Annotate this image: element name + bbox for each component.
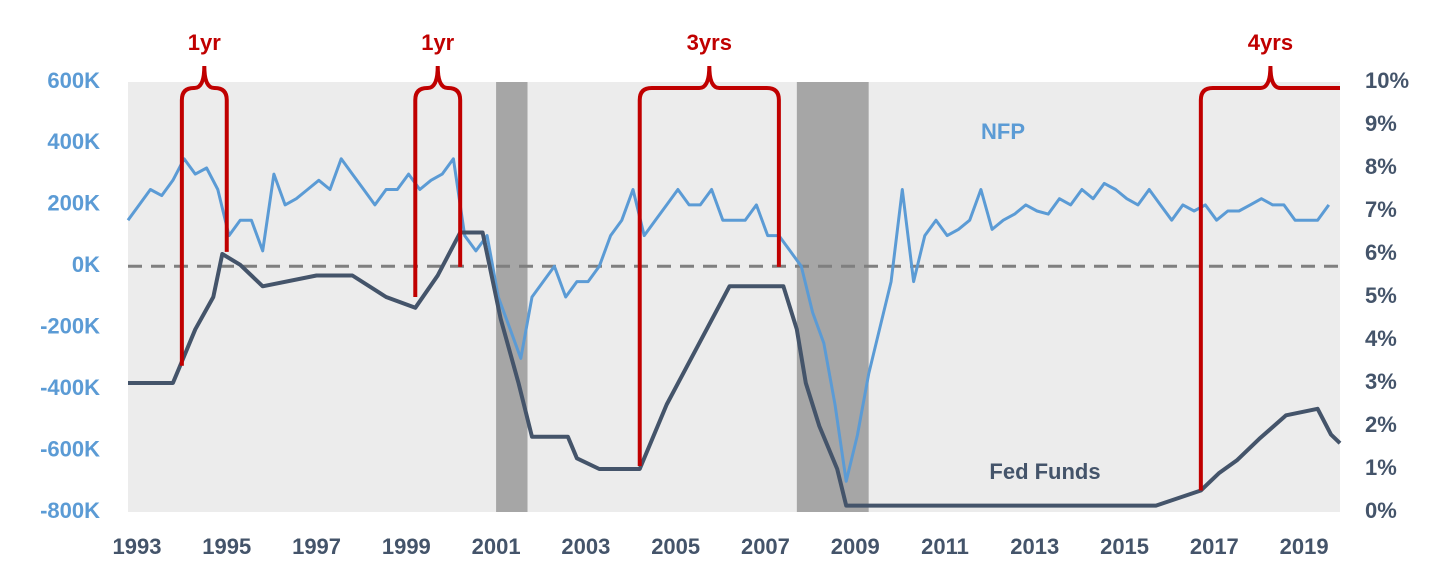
y2-tick-label: 3% (1365, 369, 1397, 394)
x-tick-label: 2017 (1190, 534, 1239, 559)
y-tick-label: -400K (40, 375, 100, 400)
y-tick-label: -600K (40, 436, 100, 461)
y2-tick-label: 10% (1365, 68, 1409, 93)
y2-tick-label: 9% (1365, 111, 1397, 136)
y2-tick-label: 7% (1365, 197, 1397, 222)
bracket-label: 1yr (421, 30, 454, 55)
x-tick-label: 1997 (292, 534, 341, 559)
y2-tick-label: 2% (1365, 412, 1397, 437)
x-tick-label: 2005 (651, 534, 700, 559)
y2-tick-label: 1% (1365, 455, 1397, 480)
x-tick-label: 1995 (202, 534, 251, 559)
x-tick-label: 2007 (741, 534, 790, 559)
annotation-bracket: 1yr (179, 30, 229, 366)
bracket-label: 3yrs (687, 30, 732, 55)
y-tick-label: 600K (47, 68, 100, 93)
annotation-bracket: 3yrs (637, 30, 781, 466)
annotation-bracket: 4yrs (1198, 30, 1340, 491)
series-line (128, 230, 1342, 508)
bracket-curve (1198, 65, 1340, 101)
y-tick-label: 200K (47, 191, 100, 216)
x-tick-label: 1993 (113, 534, 162, 559)
y2-tick-label: 5% (1365, 283, 1397, 308)
bracket-curve (637, 65, 781, 101)
x-tick-label: 2013 (1010, 534, 1059, 559)
y2-tick-label: 0% (1365, 498, 1397, 523)
x-tick-label: 2015 (1100, 534, 1149, 559)
y2-tick-label: 8% (1365, 154, 1397, 179)
x-tick-label: 1999 (382, 534, 431, 559)
y-tick-label: 0K (72, 252, 100, 277)
x-tick-label: 2009 (831, 534, 880, 559)
annotation-bracket: 1yr (413, 30, 463, 297)
x-tick-label: 2001 (472, 534, 521, 559)
y-tick-label: -800K (40, 498, 100, 523)
recession-band (496, 82, 528, 512)
plot-background (128, 82, 1340, 512)
series-label: NFP (981, 119, 1025, 144)
bracket-label: 4yrs (1248, 30, 1293, 55)
x-tick-label: 2011 (921, 534, 969, 559)
x-tick-label: 2019 (1280, 534, 1329, 559)
bracket-label: 1yr (188, 30, 221, 55)
y-tick-label: -200K (40, 314, 100, 339)
series-label: Fed Funds (989, 459, 1100, 484)
y2-tick-label: 6% (1365, 240, 1397, 265)
bracket-curve (413, 65, 463, 101)
y2-tick-label: 4% (1365, 326, 1397, 351)
x-tick-label: 2003 (561, 534, 610, 559)
bracket-curve (179, 65, 229, 101)
series-line (126, 157, 1331, 483)
y-tick-label: 400K (47, 129, 100, 154)
